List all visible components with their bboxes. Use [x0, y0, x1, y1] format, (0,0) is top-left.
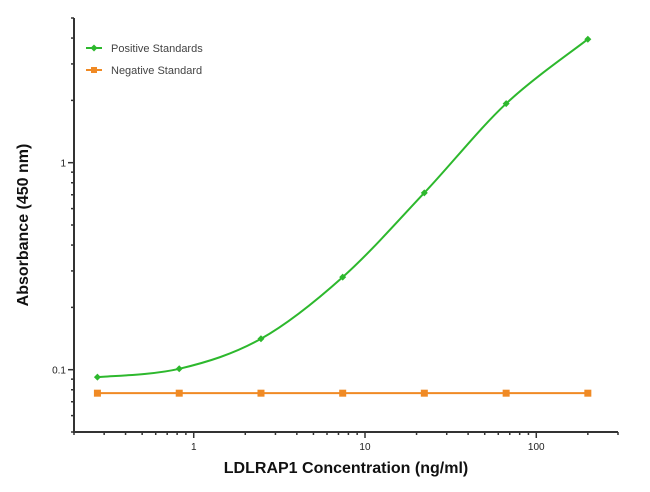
- data-point: [339, 273, 347, 281]
- data-point: [584, 35, 592, 43]
- legend-label: Positive Standards: [111, 43, 203, 55]
- x-tick-label: 100: [528, 442, 545, 453]
- data-point: [257, 389, 265, 397]
- data-point: [257, 335, 265, 343]
- legend-marker: [91, 67, 97, 73]
- data-point: [420, 189, 428, 197]
- x-axis-label: LDLRAP1 Concentration (ng/ml): [224, 460, 468, 477]
- data-point: [93, 373, 101, 381]
- y-tick-label: 0.1: [52, 366, 66, 377]
- axes: 1 10 100 0.1 1: [52, 17, 619, 453]
- data-point: [93, 389, 101, 397]
- data-point: [420, 389, 428, 397]
- data-point: [584, 389, 592, 397]
- series-line-0: [97, 38, 589, 379]
- data-point: [175, 365, 183, 373]
- x-tick-label: 1: [191, 442, 197, 453]
- series-layer: [93, 35, 592, 397]
- legend-label: Negative Standard: [111, 65, 202, 77]
- x-tick-label: 10: [359, 442, 371, 453]
- legend-marker: [90, 44, 98, 52]
- y-axis-label: Absorbance (450 nm): [15, 144, 32, 307]
- data-point: [502, 100, 510, 108]
- y-tick-label: 1: [60, 159, 66, 170]
- data-point: [502, 389, 510, 397]
- legend: Positive Standards Negative Standard: [86, 43, 203, 77]
- data-point: [339, 389, 347, 397]
- data-point: [175, 389, 183, 397]
